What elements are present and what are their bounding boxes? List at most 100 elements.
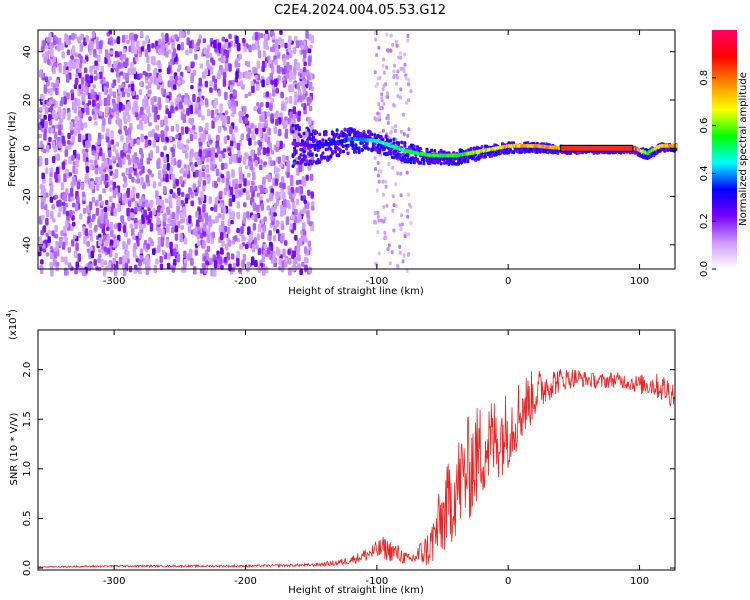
spectrogram-cell — [76, 121, 81, 127]
x-tick-label: -100 — [366, 276, 389, 287]
spectrogram-cell — [217, 70, 221, 80]
spectrogram-cell — [124, 35, 129, 40]
spectrogram-cell — [279, 162, 283, 168]
spectrogram-cell — [44, 157, 49, 166]
spectrogram-cell — [260, 101, 264, 108]
spectrogram-cell — [398, 223, 402, 228]
spectrogram-cell — [341, 144, 345, 148]
spectrogram-cell — [123, 268, 127, 277]
spectrogram-cell — [93, 259, 97, 266]
spectrogram-cell — [166, 262, 171, 269]
spectrogram-cell — [196, 234, 201, 240]
spectrogram-cell — [291, 214, 295, 220]
spectrogram-cell — [206, 234, 210, 244]
spectrogram-cell — [231, 97, 235, 102]
spectrogram-cell — [236, 250, 240, 259]
spectrogram-cell — [165, 125, 169, 132]
spectrogram-cell — [141, 217, 145, 225]
spectrogram-cell — [202, 184, 206, 192]
spectrogram-cell — [483, 151, 487, 156]
spectrogram-cell — [234, 126, 238, 133]
spectrogram-cell — [66, 74, 70, 83]
spectrogram-cell — [48, 114, 52, 122]
spectrogram-cell — [302, 230, 307, 236]
spectrogram-cell — [83, 122, 88, 128]
spectrogram-cell — [100, 258, 104, 268]
spectrogram-cell — [323, 156, 326, 160]
spectrogram-cell — [302, 94, 306, 101]
spectrogram-cell — [112, 257, 116, 266]
spectrogram-cell — [256, 212, 261, 219]
spectrogram-cell — [395, 75, 399, 80]
spectrogram-cell — [52, 62, 56, 68]
spectrogram-cell — [273, 166, 278, 175]
spectrogram-cell — [246, 61, 251, 68]
spectrogram-cell — [50, 48, 54, 57]
spectrogram-cell — [285, 97, 289, 104]
spectrogram-cell — [273, 225, 277, 232]
spectrogram-cell — [202, 180, 207, 186]
spectrogram-cell — [238, 116, 243, 124]
spectrogram-cell — [90, 93, 94, 100]
snr-panel: -300 -200 -100 0 100 0.0 0.5 1.0 1.5 2.0 Height o… — [5, 309, 676, 596]
spectrogram-cell — [238, 190, 242, 197]
spectrogram-cell — [198, 126, 202, 133]
spectrogram-cell — [262, 176, 266, 185]
spectrogram-cell — [126, 154, 130, 160]
spectrogram-cell — [258, 141, 262, 147]
spectrogram-cell — [279, 235, 284, 244]
spectrogram-cell — [403, 62, 407, 67]
spectrogram-cell — [90, 250, 95, 259]
spectrogram-cell — [250, 256, 255, 266]
spectrogram-cell — [96, 107, 100, 115]
spectrogram-cell — [79, 213, 83, 220]
spectrogram-cell — [219, 247, 224, 255]
spectrogram-cell — [373, 142, 377, 146]
spectrogram-cell — [382, 219, 386, 224]
spectrogram-cell — [75, 261, 79, 269]
spectrogram-cell — [122, 225, 127, 234]
spectrogram-cell — [64, 202, 69, 208]
spectrogram-cell — [125, 72, 129, 82]
spectrogram-cell — [257, 223, 262, 233]
spectrogram-cell — [165, 108, 169, 115]
spectrogram-cell — [88, 222, 92, 229]
spectrogram-cell — [117, 234, 121, 242]
spectrogram-cell — [45, 217, 49, 226]
spectrogram-cell — [527, 149, 531, 154]
spectrogram-cell — [117, 202, 121, 212]
snr-ylabel: SNR (10 * V/V) — [9, 412, 20, 485]
spectrogram-cell — [90, 163, 94, 170]
spectrogram-cell — [85, 172, 89, 180]
spectrogram-cell — [396, 171, 400, 176]
spectrogram-cell — [309, 173, 314, 181]
spectrogram-cell — [152, 55, 156, 63]
spectrogram-cell — [57, 212, 61, 218]
spectrogram-cell — [118, 51, 123, 56]
spectrogram-cell — [65, 188, 69, 195]
spectrogram-cell — [122, 34, 126, 43]
spectrogram-cell — [81, 191, 86, 197]
spectrogram-cell — [309, 96, 313, 103]
spectrogram-cell — [299, 186, 304, 195]
spectrogram-cell — [283, 198, 287, 208]
spectrogram-cell — [213, 83, 217, 91]
spectrogram-cell — [180, 126, 185, 135]
spectrogram-cell — [158, 68, 162, 73]
spectrogram-cell — [142, 98, 146, 107]
spectrogram-cell — [290, 186, 295, 194]
spectrogram-cell — [232, 154, 237, 160]
spectrogram-cell — [62, 110, 66, 120]
spectrogram-cell — [269, 72, 273, 82]
spectrogram-cell — [85, 74, 90, 83]
spectrogram-cell — [160, 177, 164, 183]
spectrogram-cell — [407, 127, 411, 132]
spectrogram-cell — [49, 252, 54, 260]
spectrogram-cell — [301, 70, 306, 80]
spectrogram-cell — [175, 106, 179, 111]
spectrogram-cell — [130, 83, 135, 92]
spectrogram-cell — [222, 55, 227, 62]
spectrogram-cell — [276, 229, 280, 234]
spectrogram-cell — [253, 237, 258, 246]
